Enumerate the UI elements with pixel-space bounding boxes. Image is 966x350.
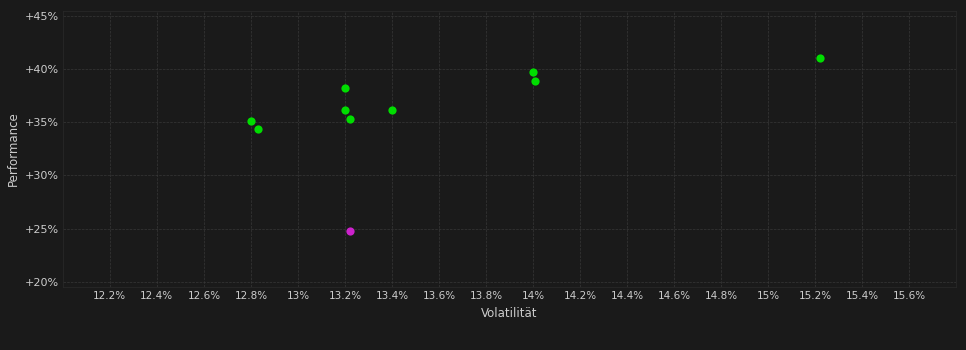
Point: [250, 126, 266, 131]
Point: [337, 108, 353, 113]
Y-axis label: Performance: Performance: [8, 111, 20, 186]
Point: [526, 69, 541, 75]
Point: [812, 56, 828, 61]
Point: [243, 118, 259, 124]
X-axis label: Volatilität: Volatilität: [481, 307, 538, 320]
Point: [342, 116, 357, 122]
Point: [342, 228, 357, 233]
Point: [337, 85, 353, 91]
Point: [384, 108, 400, 113]
Point: [527, 78, 543, 84]
